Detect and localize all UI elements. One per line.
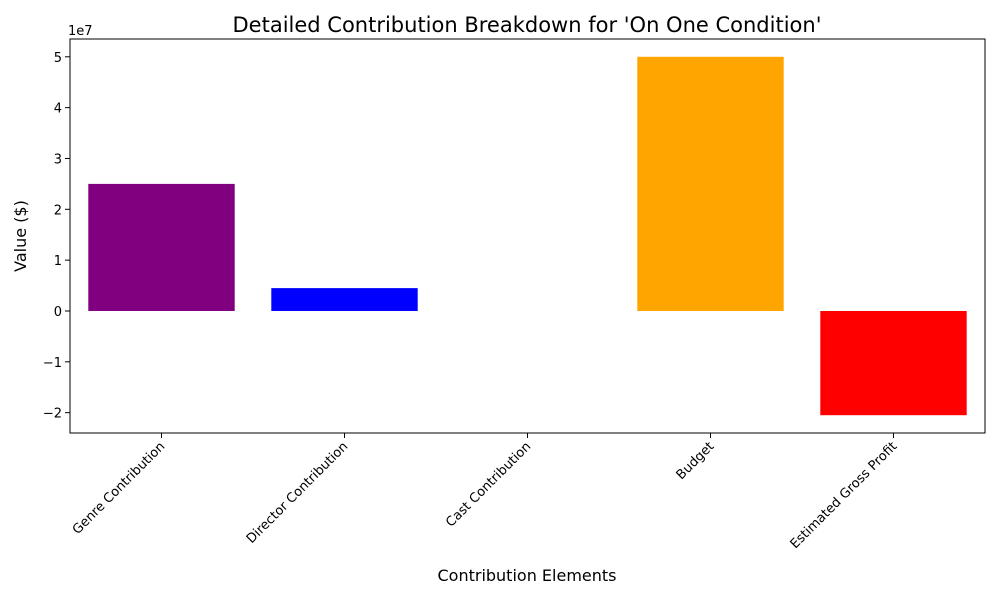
plot-frame bbox=[69, 38, 986, 434]
y-tick-label: 0 bbox=[54, 305, 62, 320]
chart-title: Detailed Contribution Breakdown for 'On … bbox=[233, 13, 822, 37]
bar-budget bbox=[637, 56, 784, 311]
y-tick-label: 3 bbox=[54, 152, 62, 167]
x-tick-label: Genre Contribution bbox=[70, 439, 168, 537]
y-offset-label: 1e7 bbox=[68, 24, 93, 39]
y-tick-label: 5 bbox=[54, 51, 62, 66]
x-tick-label: Estimated Gross Profit bbox=[788, 439, 901, 552]
y-tick-label: −2 bbox=[43, 407, 62, 422]
bars-group bbox=[88, 56, 967, 416]
bar-genre-contribution bbox=[88, 183, 235, 311]
y-axis-ticks: −2 −1 0 1 2 3 4 5 bbox=[43, 51, 70, 422]
y-axis-label: Value ($) bbox=[11, 200, 30, 272]
x-tick-label: Budget bbox=[674, 439, 718, 483]
y-tick-label: −1 bbox=[43, 356, 62, 371]
x-axis-ticks: Genre Contribution Director Contribution C… bbox=[70, 433, 900, 552]
y-tick-label: 1 bbox=[54, 254, 62, 269]
y-tick-label: 4 bbox=[54, 102, 62, 117]
x-tick-label: Director Contribution bbox=[244, 439, 352, 547]
bar-estimated-gross-profit bbox=[820, 310, 967, 416]
y-tick-label: 2 bbox=[54, 203, 62, 218]
x-axis-label: Contribution Elements bbox=[437, 566, 616, 585]
bar-director-contribution bbox=[271, 288, 418, 311]
x-tick-label: Cast Contribution bbox=[443, 439, 534, 530]
